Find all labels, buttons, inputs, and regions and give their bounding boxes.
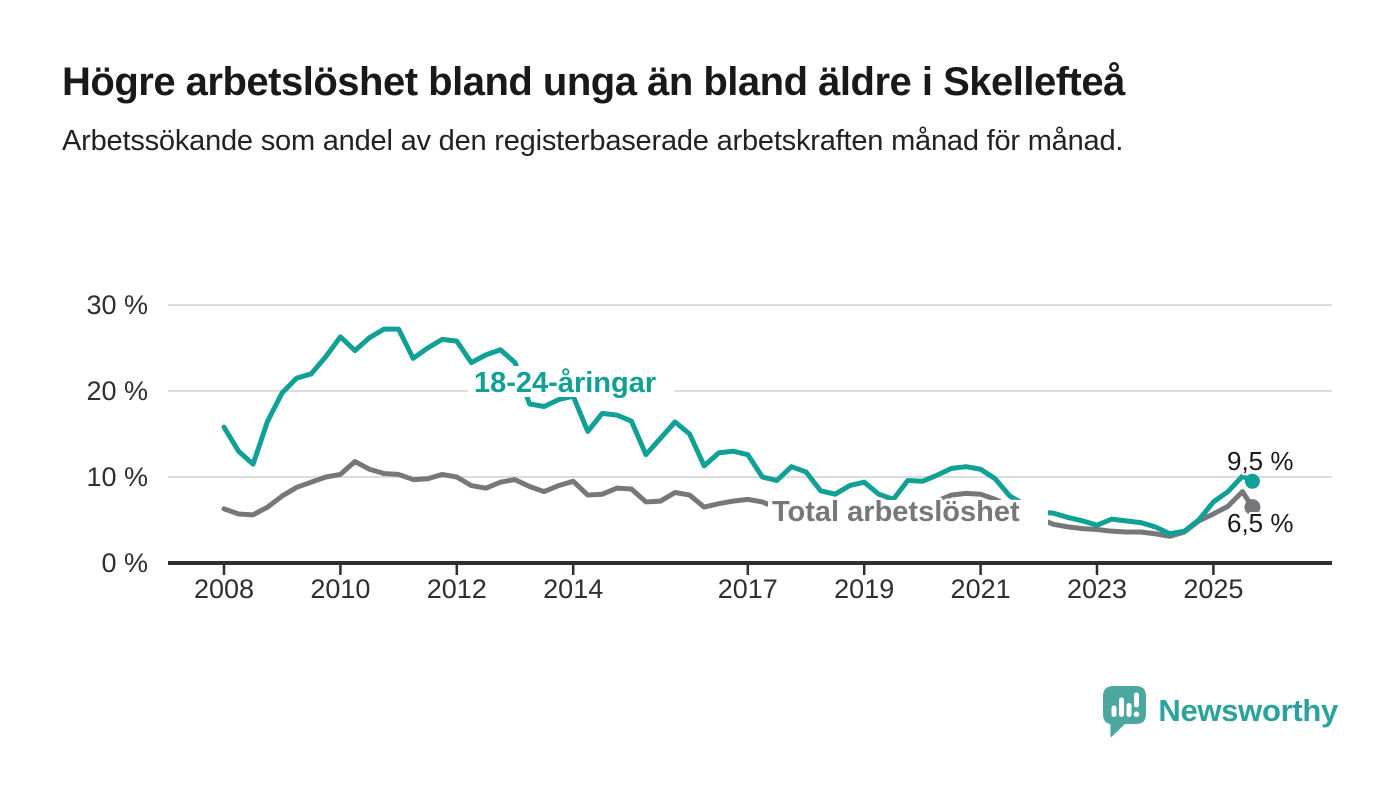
chart-header: Högre arbetslöshet bland unga än bland ä…	[62, 58, 1342, 164]
x-tick-label: 2019	[834, 574, 894, 604]
series-line	[221, 459, 1255, 539]
newsworthy-wordmark: Newsworthy	[1158, 693, 1338, 728]
page-title: Högre arbetslöshet bland unga än bland ä…	[62, 60, 1125, 104]
series-end-dot	[1244, 473, 1260, 489]
series-end-dot	[1244, 499, 1261, 516]
y-tick-label: 30 %	[86, 290, 148, 320]
newsworthy-logo: Newsworthy	[1101, 684, 1338, 738]
chart-subtitle: Arbetssökande som andel av den registerb…	[62, 125, 1124, 157]
x-tick-label: 2017	[718, 574, 778, 604]
y-tick-label: 10 %	[86, 462, 148, 492]
x-tick-label: 2025	[1183, 574, 1243, 604]
x-tick-label: 2012	[427, 574, 487, 604]
x-tick-label: 2008	[194, 574, 254, 604]
newsworthy-logo-icon	[1103, 686, 1147, 737]
series-label: 18-24-åringar	[474, 367, 656, 399]
series-label: Total arbetslöshet	[772, 496, 1020, 528]
series-label-backdrop	[468, 366, 674, 397]
x-tick-label: 2010	[310, 574, 370, 604]
series-label-backdrop	[768, 500, 1048, 528]
x-tick-label: 2014	[543, 574, 603, 604]
x-tick-label: 2023	[1067, 574, 1127, 604]
bar-chart-icon	[1111, 692, 1140, 717]
y-tick-label: 20 %	[86, 376, 148, 406]
y-tick-label: 0 %	[101, 548, 148, 578]
speech-bubble-shape	[1103, 686, 1147, 737]
end-value-label: 6,5 %	[1227, 508, 1294, 538]
x-tick-label: 2021	[951, 574, 1011, 604]
series-line	[221, 326, 1255, 537]
end-value-label: 9,5 %	[1227, 446, 1294, 476]
